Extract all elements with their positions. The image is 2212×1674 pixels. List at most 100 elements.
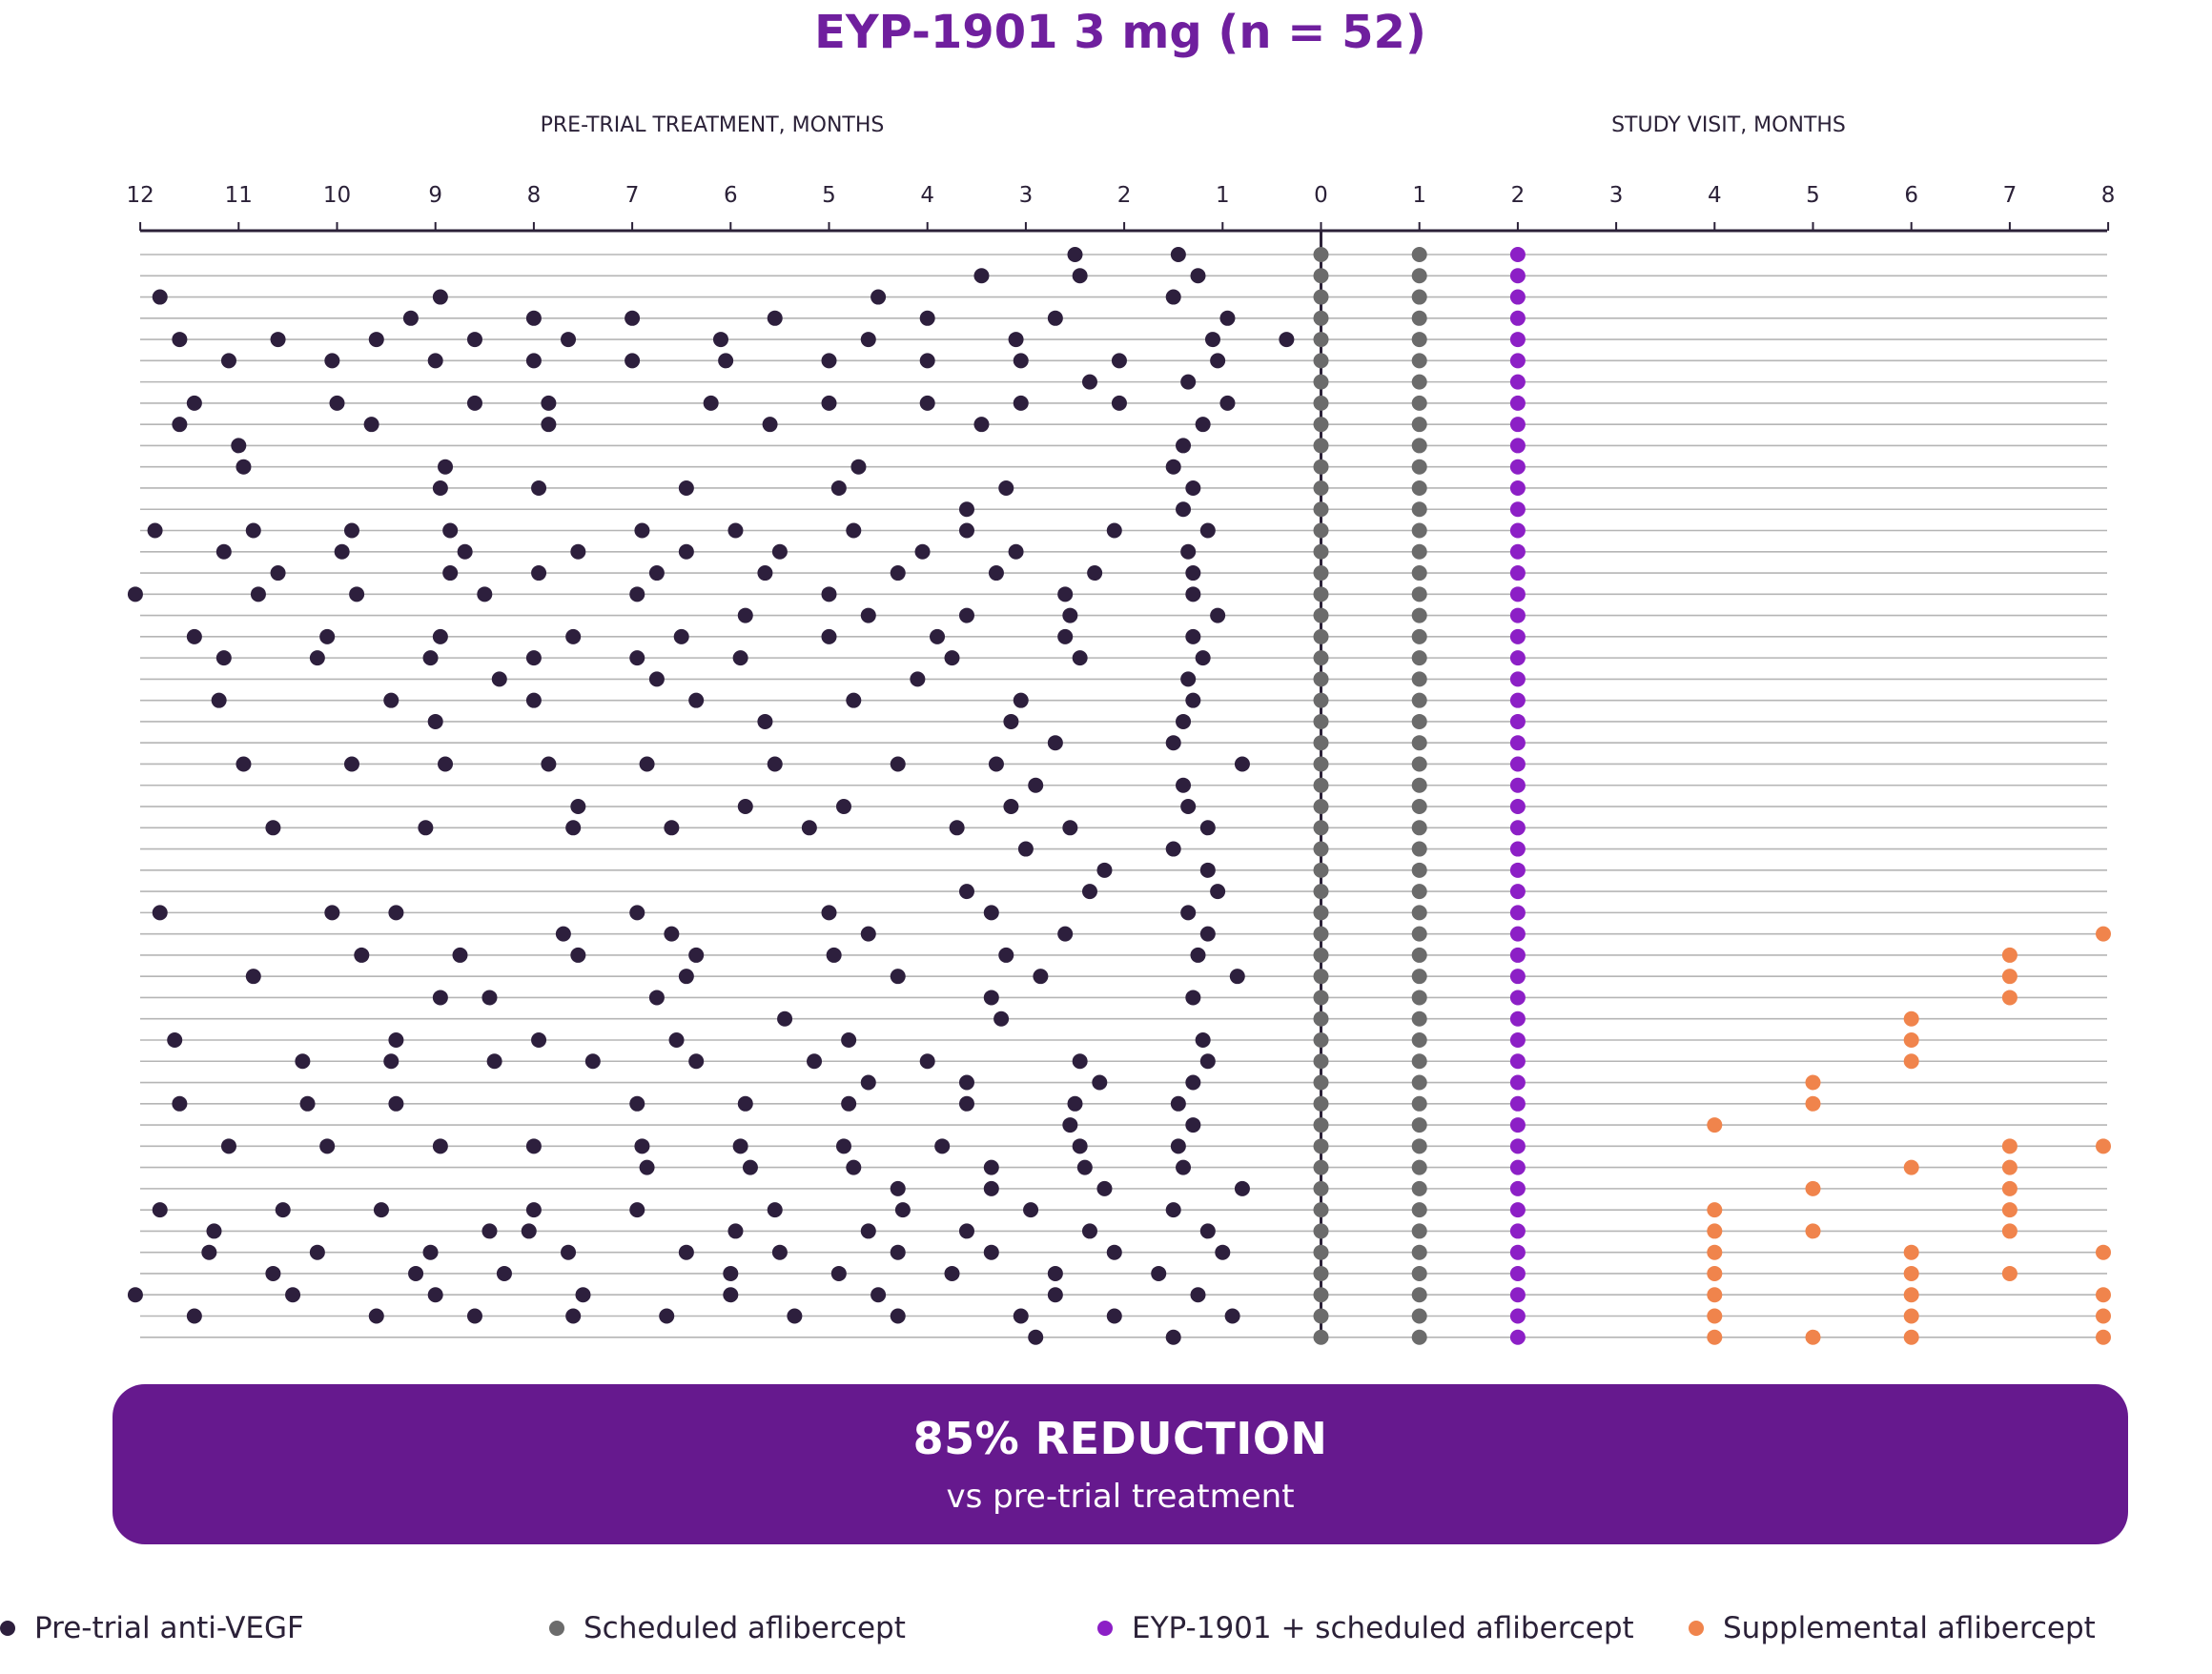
pretrial-point	[821, 395, 837, 411]
supplemental-point	[1903, 1031, 1919, 1048]
eyp-point	[1509, 1031, 1526, 1048]
pretrial-point	[919, 310, 935, 326]
supplemental-point	[1903, 1244, 1919, 1260]
pretrial-point	[944, 650, 960, 666]
pretrial-point	[1008, 332, 1024, 348]
pretrial-point	[1210, 607, 1226, 623]
pretrial-point	[172, 1095, 188, 1112]
pretrial-point	[648, 990, 665, 1006]
eyp-point	[1509, 438, 1526, 454]
scheduled-point	[1411, 799, 1427, 815]
pretrial-point	[152, 289, 168, 305]
pretrial-point	[1057, 586, 1074, 602]
tick-label: 7	[2003, 183, 2017, 208]
pretrial-point	[1062, 607, 1078, 623]
scheduled-point	[1411, 735, 1427, 751]
pretrial-point	[1106, 522, 1122, 539]
pretrial-point	[1047, 1265, 1063, 1281]
pretrial-point	[1057, 628, 1074, 644]
scheduled-point	[1411, 607, 1427, 623]
pretrial-point	[678, 543, 694, 560]
pretrial-point	[1072, 1138, 1088, 1154]
pretrial-point	[1106, 1308, 1122, 1324]
eyp-point	[1509, 862, 1526, 878]
pretrial-point	[688, 1053, 705, 1070]
scheduled-point	[1411, 905, 1427, 921]
pretrial-point	[363, 417, 379, 433]
pretrial-point	[890, 1308, 906, 1324]
pretrial-point	[958, 522, 974, 539]
supplemental-point	[2001, 1159, 2017, 1175]
scheduled-point	[1411, 1202, 1427, 1218]
eyp-point	[1509, 1265, 1526, 1281]
scheduled-point	[1313, 1223, 1329, 1239]
scheduled-point	[1411, 522, 1427, 539]
scheduled-point	[1411, 1138, 1427, 1154]
pretrial-point	[152, 905, 168, 921]
pretrial-point	[1165, 735, 1181, 751]
tick-label: 6	[724, 183, 738, 208]
pretrial-point	[1210, 353, 1226, 369]
tick-label: 5	[822, 183, 836, 208]
pretrial-point	[452, 947, 468, 963]
pretrial-point	[383, 692, 399, 708]
pretrial-point	[1047, 1287, 1063, 1303]
scheduled-point	[1313, 1308, 1329, 1324]
eyp-point	[1509, 1138, 1526, 1154]
pretrial-point	[625, 310, 641, 326]
supplemental-point	[1707, 1117, 1723, 1133]
pretrial-point	[919, 353, 935, 369]
pretrial-point	[846, 522, 862, 539]
pretrial-point	[1170, 1095, 1186, 1112]
pretrial-point	[668, 1031, 685, 1048]
pretrial-point	[1279, 332, 1295, 348]
eyp-point	[1509, 905, 1526, 921]
pretrial-point	[678, 1244, 694, 1260]
eyp-point	[1509, 1244, 1526, 1260]
pretrial-point	[570, 543, 586, 560]
pretrial-point	[388, 1031, 404, 1048]
pretrial-point	[1028, 777, 1044, 793]
pretrial-point	[762, 417, 778, 433]
pretrial-point	[757, 565, 773, 582]
legend-swatch-supplemental	[1689, 1621, 1704, 1636]
scheduled-point	[1313, 607, 1329, 623]
pretrial-point	[860, 926, 876, 942]
pretrial-point	[531, 1031, 547, 1048]
pretrial-point	[206, 1223, 222, 1239]
supplemental-point	[2001, 1138, 2017, 1154]
pretrial-point	[1180, 543, 1197, 560]
pretrial-point	[634, 522, 650, 539]
pretrial-point	[388, 905, 404, 921]
scheduled-point	[1411, 1031, 1427, 1048]
legend-swatch-pretrial	[0, 1621, 15, 1636]
legend-item-eyp: EYP-1901 + scheduled aflibercept	[1097, 1609, 1634, 1647]
pretrial-point	[481, 1223, 498, 1239]
pretrial-point	[211, 692, 227, 708]
supplemental-point	[2001, 1265, 2017, 1281]
scheduled-point	[1411, 353, 1427, 369]
pretrial-point	[1106, 1244, 1122, 1260]
scheduled-point	[1411, 990, 1427, 1006]
scheduled-point	[1411, 1074, 1427, 1091]
pretrial-point	[1165, 459, 1181, 475]
supplemental-point	[1903, 1159, 1919, 1175]
scheduled-point	[1313, 1159, 1329, 1175]
top-axis: 12 11 10 9 8 7 6 5 4 3 2 1 0 1 2 3 4 5 6 7 8	[126, 183, 2115, 1343]
pretrial-point	[841, 1095, 857, 1112]
pretrial-point	[723, 1265, 739, 1281]
supplemental-point	[2096, 1308, 2111, 1324]
pretrial-point	[1190, 947, 1206, 963]
pretrial-point	[295, 1053, 311, 1070]
pretrial-point	[757, 713, 773, 729]
pretrial-point	[466, 395, 482, 411]
pretrial-point	[432, 628, 448, 644]
scheduled-point	[1411, 628, 1427, 644]
pretrial-point	[220, 1138, 236, 1154]
scheduled-point	[1411, 1223, 1427, 1239]
scheduled-point	[1313, 756, 1329, 772]
pretrial-point	[215, 543, 232, 560]
pretrial-point	[919, 395, 935, 411]
supplemental-point	[2096, 1329, 2111, 1345]
pretrial-point	[1176, 713, 1192, 729]
